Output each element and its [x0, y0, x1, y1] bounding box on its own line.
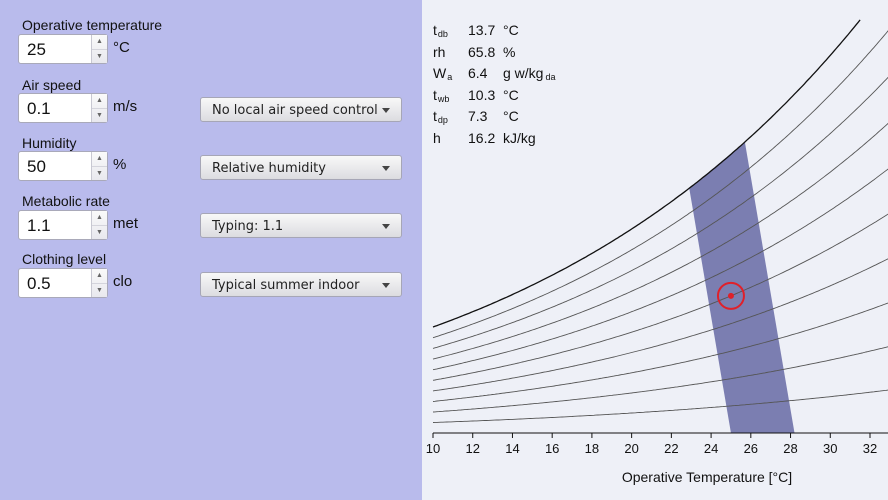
readout-unit: % — [503, 44, 516, 60]
increment-arrow-icon[interactable]: ▲ — [96, 272, 103, 279]
rh-curve-100 — [432, 19, 861, 328]
x-tick-label: 14 — [505, 441, 519, 456]
x-tick-label: 20 — [624, 441, 638, 456]
readout-symbol: rh — [433, 44, 446, 60]
x-tick-label: 10 — [426, 441, 440, 456]
operative-temperature-input[interactable]: 25 ▲ ▼ — [18, 34, 108, 64]
readout-value: 13.7 — [468, 22, 496, 38]
decrement-arrow-icon[interactable]: ▼ — [92, 108, 107, 122]
readout-unit: kJ/kg — [503, 130, 536, 146]
decrement-arrow-icon[interactable]: ▼ — [92, 283, 107, 297]
clothing-level-label: Clothing level — [22, 251, 107, 267]
current-state-marker-ring[interactable] — [716, 281, 745, 310]
x-tick-label: 12 — [465, 441, 479, 456]
rh-curve-80 — [432, 76, 888, 349]
rh-curve-60 — [432, 168, 888, 371]
x-tick-label: 24 — [704, 441, 718, 456]
chevron-down-icon — [382, 283, 390, 288]
readout-value: 6.4 — [468, 65, 488, 81]
rh-curve-20 — [432, 346, 888, 413]
activity-selected: Typing: 1.1 — [212, 219, 284, 234]
operative-temperature-label: Operative temperature — [22, 17, 163, 33]
clothing-ensemble-selected: Typical summer indoor — [212, 278, 360, 293]
increment-arrow-icon[interactable]: ▲ — [96, 214, 103, 221]
clothing-level-input[interactable]: 0.5 ▲ ▼ — [18, 268, 108, 298]
air-speed-unit: m/s — [113, 98, 138, 115]
clothing-level-value[interactable]: 0.5 — [27, 274, 51, 293]
rh-curve-90 — [432, 30, 888, 339]
humidity-input[interactable]: 50 ▲ ▼ — [18, 151, 108, 181]
air-speed-label: Air speed — [22, 77, 82, 93]
rh-curve-30 — [432, 302, 888, 402]
air-speed-value[interactable]: 0.1 — [27, 99, 51, 118]
humidity-type-select[interactable]: Relative humidity — [200, 155, 402, 180]
readout-unit: °C — [503, 108, 519, 124]
metabolic-rate-input[interactable]: 1.1 ▲ ▼ — [18, 210, 108, 240]
chevron-down-icon — [382, 166, 390, 171]
humidity-unit: % — [113, 156, 127, 173]
air-speed-stepper[interactable]: ▲ ▼ — [91, 94, 107, 122]
air-speed-control-select[interactable]: No local air speed control — [200, 97, 402, 122]
decrement-arrow-icon[interactable]: ▼ — [92, 225, 107, 239]
readout-unit: °C — [503, 87, 519, 103]
x-tick-label: 22 — [664, 441, 678, 456]
x-axis-title: Operative Temperature [°C] — [622, 469, 792, 485]
x-tick-label: 32 — [863, 441, 877, 456]
x-tick-label: 30 — [823, 441, 837, 456]
x-tick-label: 26 — [744, 441, 758, 456]
metabolic-rate-value[interactable]: 1.1 — [27, 216, 51, 235]
air-speed-input[interactable]: 0.1 ▲ ▼ — [18, 93, 108, 123]
increment-arrow-icon[interactable]: ▲ — [96, 155, 103, 162]
rh-curve-50 — [432, 213, 888, 381]
readout-symbol: tdb — [433, 22, 448, 39]
chevron-down-icon — [382, 108, 390, 113]
x-tick-label: 18 — [585, 441, 599, 456]
rh-curve-10 — [432, 389, 888, 423]
input-panel: Operative temperature 25 ▲ ▼ °C Air spee… — [0, 0, 422, 500]
operative-temperature-unit: °C — [113, 39, 130, 56]
operative-temperature-value[interactable]: 25 — [27, 40, 46, 59]
clothing-ensemble-select[interactable]: Typical summer indoor — [200, 272, 402, 297]
readout-value: 16.2 — [468, 130, 496, 146]
readout-value: 7.3 — [468, 108, 488, 124]
rh-curve-70 — [432, 122, 888, 360]
activity-select[interactable]: Typing: 1.1 — [200, 213, 402, 238]
metabolic-rate-stepper[interactable]: ▲ ▼ — [91, 211, 107, 239]
metabolic-rate-unit: met — [113, 215, 139, 232]
x-tick-label: 16 — [545, 441, 559, 456]
current-state-marker-dot[interactable] — [727, 292, 734, 299]
readout-symbol: Wa — [433, 65, 453, 82]
readout-unit: °C — [503, 22, 519, 38]
decrement-arrow-icon[interactable]: ▼ — [92, 166, 107, 180]
clothing-level-unit: clo — [113, 273, 133, 290]
humidity-stepper[interactable]: ▲ ▼ — [91, 152, 107, 180]
increment-arrow-icon[interactable]: ▲ — [96, 97, 103, 104]
increment-arrow-icon[interactable]: ▲ — [96, 38, 103, 45]
x-tick-label: 28 — [783, 441, 797, 456]
chart-panel — [422, 0, 888, 500]
air-speed-control-selected: No local air speed control — [212, 103, 378, 118]
rh-curve-40 — [432, 258, 888, 392]
readout-unit: g w/kg da — [503, 65, 556, 82]
humidity-label: Humidity — [22, 135, 77, 151]
readout-symbol: twb — [433, 87, 450, 104]
humidity-type-selected: Relative humidity — [212, 161, 326, 176]
readout-value: 10.3 — [468, 87, 496, 103]
readout-symbol: tdp — [433, 108, 448, 125]
metabolic-rate-label: Metabolic rate — [22, 193, 110, 209]
decrement-arrow-icon[interactable]: ▼ — [92, 49, 107, 63]
clothing-level-stepper[interactable]: ▲ ▼ — [91, 269, 107, 297]
readout-symbol: h — [433, 130, 441, 146]
humidity-value[interactable]: 50 — [27, 157, 46, 176]
chevron-down-icon — [382, 224, 390, 229]
operative-temperature-stepper[interactable]: ▲ ▼ — [91, 35, 107, 63]
readout-value: 65.8 — [468, 44, 496, 60]
